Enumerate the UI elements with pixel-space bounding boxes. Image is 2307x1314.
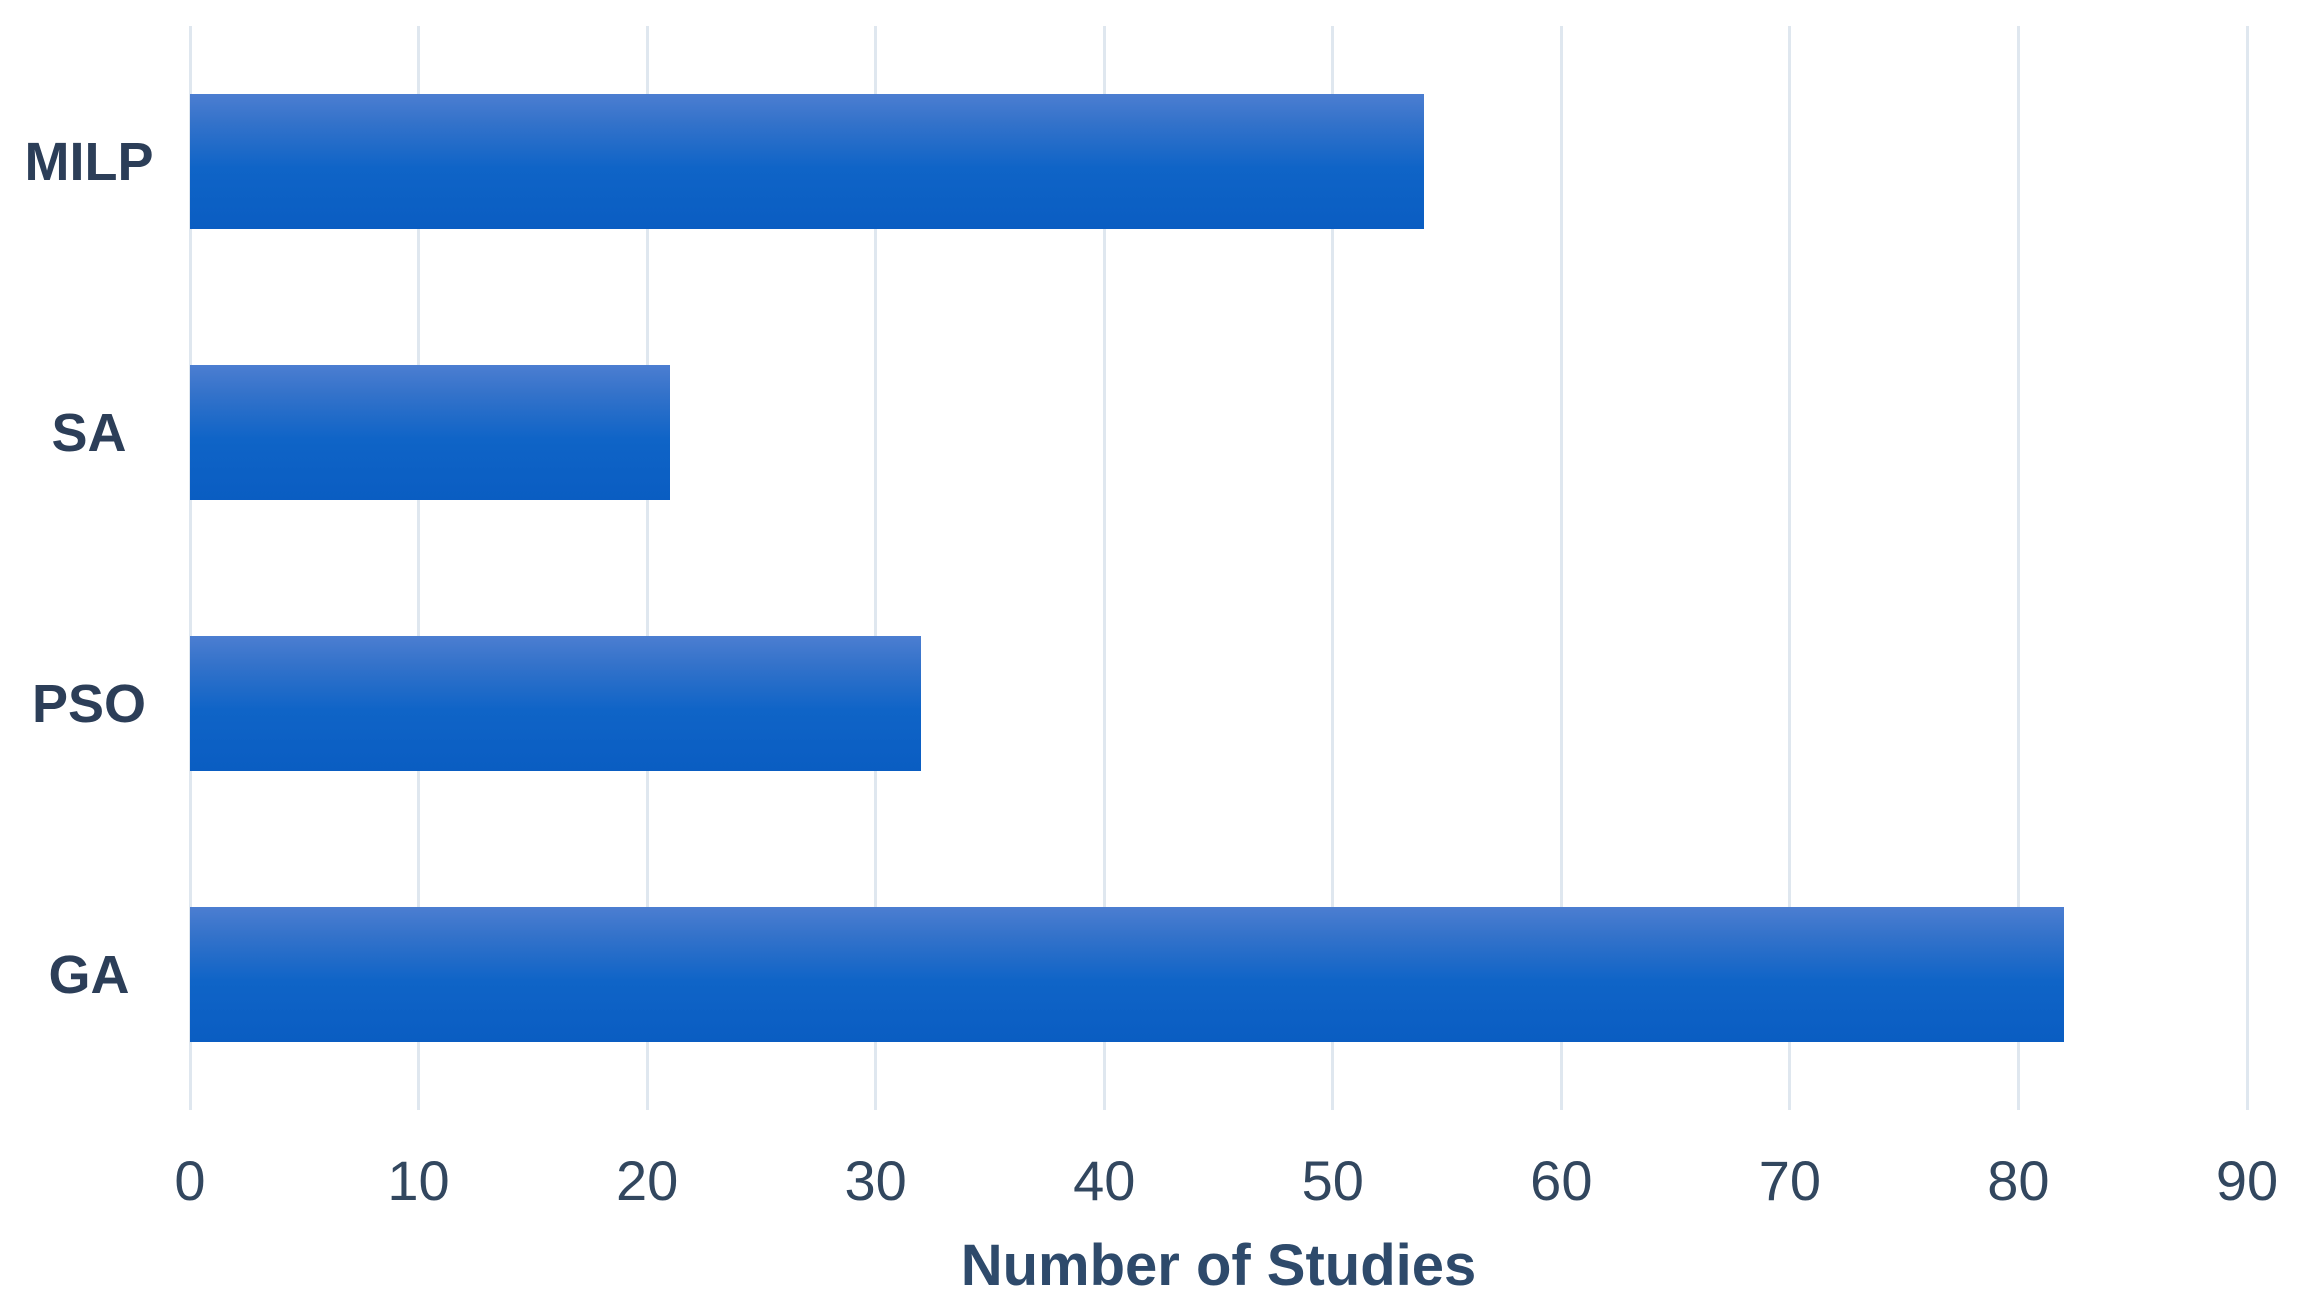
x-tick-label-80: 80 bbox=[1987, 1149, 2050, 1212]
gridline-60 bbox=[1559, 26, 1563, 1110]
gridline-40 bbox=[1102, 26, 1106, 1110]
category-label-ga: GA bbox=[48, 944, 130, 1005]
bar-pso bbox=[190, 636, 922, 771]
gridline-90 bbox=[2245, 26, 2249, 1110]
x-tick-label-90: 90 bbox=[2215, 1149, 2279, 1212]
bar-sa bbox=[190, 365, 670, 500]
gridline-80 bbox=[2016, 26, 2020, 1110]
x-axis-tick-labels: 0 10 20 30 40 50 60 70 80 90 bbox=[174, 1148, 2278, 1218]
x-tick-label-50: 50 bbox=[1301, 1149, 1364, 1212]
gridline-30 bbox=[874, 26, 878, 1110]
bar-ga bbox=[190, 907, 2065, 1042]
category-label-sa: SA bbox=[51, 402, 127, 463]
gridline-70 bbox=[1788, 26, 1792, 1110]
x-tick-label-30: 30 bbox=[844, 1149, 907, 1212]
x-tick-label-60: 60 bbox=[1530, 1149, 1593, 1212]
x-tick-label-70: 70 bbox=[1758, 1149, 1822, 1212]
gridline-20 bbox=[645, 26, 649, 1110]
y-axis-category-labels: MILP SA PSO GA bbox=[0, 26, 178, 1110]
x-axis-title: Number of Studies bbox=[960, 1233, 1477, 1298]
x-tick-label-20: 20 bbox=[615, 1149, 679, 1212]
gridline-0 bbox=[188, 26, 192, 1110]
plot-area bbox=[188, 26, 2249, 1110]
category-label-pso: PSO bbox=[31, 673, 147, 734]
gridline-10 bbox=[417, 26, 421, 1110]
x-tick-label-40: 40 bbox=[1073, 1149, 1136, 1212]
x-tick-label-0: 0 bbox=[174, 1149, 206, 1212]
bar-milp bbox=[190, 94, 1425, 229]
gridline-50 bbox=[1331, 26, 1335, 1110]
x-tick-label-10: 10 bbox=[387, 1149, 450, 1212]
category-label-milp: MILP bbox=[24, 131, 154, 192]
